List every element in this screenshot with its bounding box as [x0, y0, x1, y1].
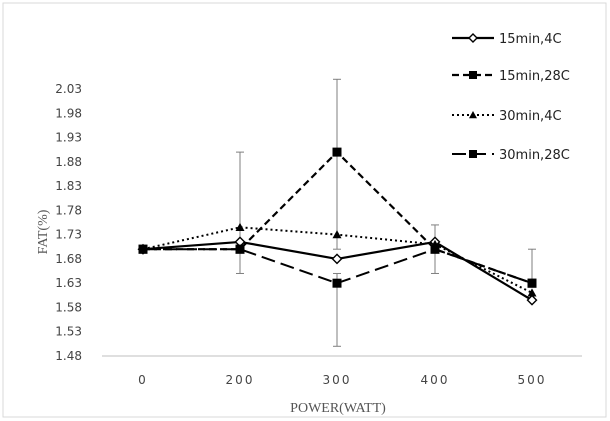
- x-tick-label: 400: [421, 373, 450, 387]
- x-tick-label: 500: [518, 373, 547, 387]
- y-tick-label: 2.03: [55, 82, 82, 96]
- x-tick-labels: 0 200 300 400 500: [138, 373, 547, 387]
- y-tick-label: 1.53: [55, 325, 82, 339]
- y-tick-label: 1.48: [55, 349, 82, 363]
- y-tick-label: 1.83: [55, 179, 82, 193]
- legend-marker-2: [469, 71, 477, 79]
- y-tick-label: 1.78: [55, 203, 82, 217]
- series-markers: [137, 147, 538, 306]
- y-tick-label: 1.58: [55, 300, 82, 314]
- y-tick-label: 1.68: [55, 252, 82, 266]
- y-tick-label: 1.98: [55, 106, 82, 120]
- series-3-marker: [527, 288, 537, 297]
- series-4-marker: [430, 244, 440, 254]
- series-3-marker: [235, 222, 245, 231]
- series-1-marker: [526, 294, 538, 306]
- y-tick-label: 1.63: [55, 276, 82, 290]
- legend-marker-4: [469, 150, 477, 158]
- x-tick-label: 200: [226, 373, 255, 387]
- y-tick-label: 1.88: [55, 155, 82, 169]
- x-tick-label: 300: [323, 373, 352, 387]
- x-axis-title: POWER(WATT): [290, 401, 386, 416]
- y-tick-labels: 2.03 1.98 1.93 1.88 1.83 1.78 1.73 1.68 1.63 1.58…: [55, 82, 82, 363]
- legend-label-3: 30min,4C: [499, 109, 562, 124]
- series-line-4: [143, 248, 533, 285]
- legend-label-1: 15min,4C: [499, 32, 562, 47]
- series-4-marker: [527, 278, 537, 288]
- legend: 15min,4C 15min,28C 30min,4C 30min,28C: [452, 32, 570, 163]
- series-3-marker: [332, 230, 342, 239]
- legend-marker-1: [468, 33, 478, 43]
- legend-label-2: 15min,28C: [499, 69, 570, 84]
- series-1-marker: [331, 253, 343, 265]
- series-4-marker: [332, 278, 342, 288]
- y-axis-title: FAT(%): [36, 209, 51, 254]
- y-tick-label: 1.93: [55, 131, 82, 145]
- legend-label-4: 30min,28C: [499, 148, 570, 163]
- series-4-marker: [138, 244, 148, 254]
- legend-marker-3: [469, 111, 477, 119]
- series-2-marker: [332, 147, 342, 157]
- y-tick-label: 1.73: [55, 228, 82, 242]
- series-4-marker: [235, 244, 245, 254]
- x-tick-label: 0: [138, 373, 148, 387]
